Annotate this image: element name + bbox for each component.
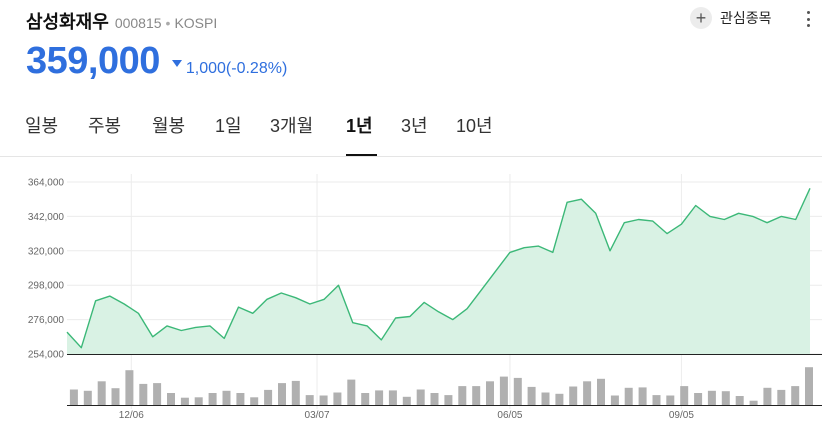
x-tick-label: 09/05 [669,410,694,421]
volume-bar [208,393,217,405]
volume-bar [638,387,647,405]
volume-bar [167,393,175,405]
volume-bar [375,390,384,405]
volume-bar [250,397,259,405]
volume-bar [153,383,162,405]
volume-bar [222,390,231,405]
volume-bar [444,395,453,405]
x-tick-label: 03/07 [305,410,330,421]
volume-bar [111,388,120,405]
volume-bar [416,389,425,405]
volume-bar [694,393,703,405]
volume-bar [319,395,328,405]
stock-title-row: 삼성화재우 000815 • KOSPI [26,8,217,34]
volume-bar [125,370,134,405]
volume-bar [541,392,550,405]
volume-bar [652,395,661,405]
price-chart[interactable]: 364,000 342,000 320,000 298,000 276,000 254,0… [0,157,822,421]
tab-monthly[interactable]: 월봉 [152,116,186,136]
volume-bar [624,387,633,405]
volume-bar [583,381,592,405]
volume-bar [749,400,758,405]
active-tab-underline [346,154,377,156]
volume-bar [278,383,286,405]
volume-bar [430,393,439,405]
volume-bar [180,397,189,405]
volume-bar [333,392,342,405]
price-row: 359,000 1,000(-0.28%) [26,40,287,83]
volume-bar [361,393,370,405]
price-area [67,188,810,354]
volume-bar [721,391,730,405]
volume-bar [472,386,481,405]
plus-icon: + [690,7,712,29]
tab-3-months[interactable]: 3개월 [270,116,314,136]
volume-bar [569,386,578,405]
x-tick-label: 06/05 [497,410,522,421]
y-tick-label: 298,000 [28,281,65,292]
volume-bar [513,377,522,405]
volume-bar [486,381,494,405]
volume-bar [763,387,772,405]
volume-bar [555,393,564,405]
y-tick-label: 276,000 [28,315,65,326]
tab-1-day[interactable]: 1일 [215,116,242,136]
stock-code: 000815 [114,15,162,31]
volume-bar [680,386,689,405]
volume-bar [735,396,744,405]
volume-bar [139,383,148,405]
y-tick-label: 254,000 [28,350,65,361]
price-line [66,188,811,349]
volume-bar [388,390,397,405]
add-favorite-button[interactable]: + 관심종목 [690,7,772,29]
tab-3-years[interactable]: 3년 [401,116,428,136]
volume-bar [610,395,619,405]
y-tick-label: 342,000 [28,212,65,223]
volume-bar [805,367,813,405]
tab-weekly[interactable]: 주봉 [88,116,122,136]
y-tick-label: 364,000 [28,178,65,189]
volume-bar [305,395,314,405]
volume-bar [194,397,203,405]
separator-dot: • [165,15,171,31]
volume-bar [264,389,273,405]
volume-bar [236,393,245,405]
volume-bar [402,396,411,405]
price-down-icon [171,60,182,67]
tab-10-years[interactable]: 10년 [456,116,493,136]
current-price: 359,000 [26,40,160,82]
volume-bar [597,378,605,405]
volume-bar [499,376,508,405]
favorite-label: 관심종목 [720,10,772,26]
volume-bar [458,386,467,405]
x-tick-label: 12/06 [119,410,144,421]
volume-bar [69,389,78,405]
more-options-icon[interactable] [800,8,816,30]
volume-bar [83,390,92,405]
divider [0,156,822,157]
price-change: 1,000(-0.28%) [185,60,288,77]
tab-daily[interactable]: 일봉 [25,116,59,136]
stock-name: 삼성화재우 [26,12,109,32]
period-tabs: 일봉 주봉 월봉 1일 3개월 1년 3년 10년 [0,100,822,157]
tab-1-year[interactable]: 1년 [346,116,373,136]
volume-bar [777,389,786,405]
volume-bar [347,379,356,405]
volume-bar [791,386,800,405]
volume-bar [707,390,716,405]
y-tick-label: 320,000 [28,246,65,257]
volume-bar [666,395,675,405]
volume-bar [97,381,106,405]
volume-bar [291,380,300,405]
volume-bar [527,386,536,405]
market-name: KOSPI [174,15,218,31]
stock-header: 삼성화재우 000815 • KOSPI 359,000 1,000(-0.28… [0,0,822,96]
